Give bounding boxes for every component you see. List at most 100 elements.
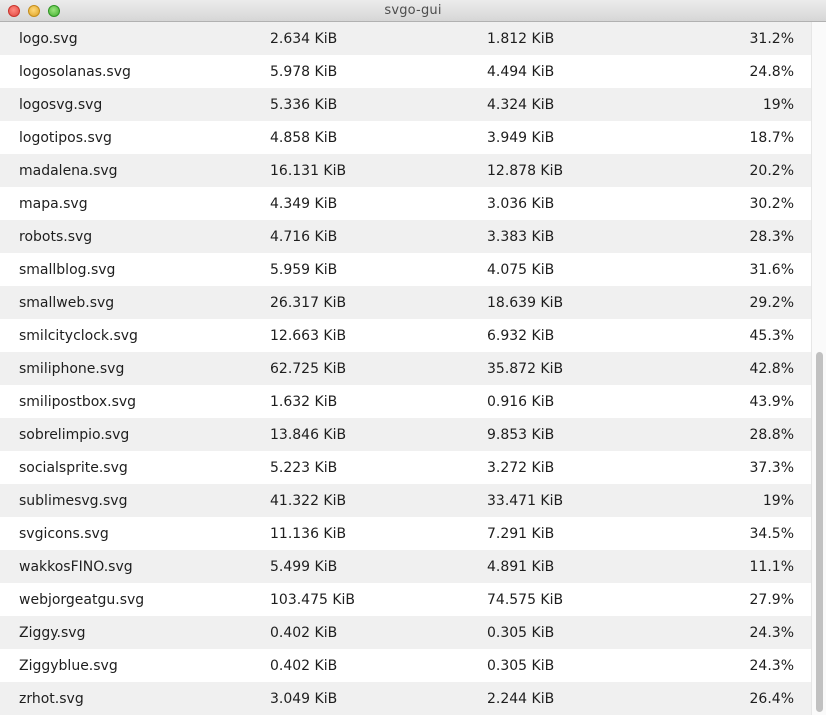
original-size-cell: 16.131 KiB [270, 162, 347, 179]
original-size-cell: 41.322 KiB [270, 492, 347, 509]
file-name-cell: smiliphone.svg [19, 360, 125, 377]
file-row[interactable]: zrhot.svg 3.049 KiB 2.244 KiB 26.4% [0, 682, 811, 715]
optimized-size-cell: 0.305 KiB [487, 657, 555, 674]
original-size-cell: 2.634 KiB [270, 30, 338, 47]
saving-percent-cell: 11.1% [749, 558, 794, 575]
original-size-cell: 1.632 KiB [270, 393, 338, 410]
original-size-cell: 11.136 KiB [270, 525, 347, 542]
file-row[interactable]: socialsprite.svg 5.223 KiB 3.272 KiB 37.3% [0, 451, 811, 484]
saving-percent-cell: 27.9% [749, 591, 794, 608]
original-size-cell: 5.336 KiB [270, 96, 338, 113]
zoom-button-icon[interactable] [48, 5, 60, 17]
original-size-cell: 5.223 KiB [270, 459, 338, 476]
original-size-cell: 4.858 KiB [270, 129, 338, 146]
saving-percent-cell: 37.3% [749, 459, 794, 476]
title-bar[interactable]: svgo-gui [0, 0, 826, 22]
optimized-size-cell: 1.812 KiB [487, 30, 555, 47]
file-row[interactable]: robots.svg 4.716 KiB 3.383 KiB 28.3% [0, 220, 811, 253]
optimized-size-cell: 4.494 KiB [487, 63, 555, 80]
file-row[interactable]: wakkosFINO.svg 5.499 KiB 4.891 KiB 11.1% [0, 550, 811, 583]
file-name-cell: smallweb.svg [19, 294, 115, 311]
original-size-cell: 4.349 KiB [270, 195, 338, 212]
saving-percent-cell: 28.3% [749, 228, 794, 245]
optimized-size-cell: 35.872 KiB [487, 360, 564, 377]
optimized-size-cell: 4.324 KiB [487, 96, 555, 113]
file-name-cell: webjorgeatgu.svg [19, 591, 145, 608]
original-size-cell: 0.402 KiB [270, 624, 338, 641]
file-list[interactable]: logo.svg 2.634 KiB 1.812 KiB 31.2% logosolan… [0, 22, 811, 715]
file-name-cell: robots.svg [19, 228, 93, 245]
file-row[interactable]: webjorgeatgu.svg 103.475 KiB 74.575 KiB 27.… [0, 583, 811, 616]
saving-percent-cell: 42.8% [749, 360, 794, 377]
file-name-cell: logo.svg [19, 30, 78, 47]
file-name-cell: sublimesvg.svg [19, 492, 128, 509]
file-name-cell: socialsprite.svg [19, 459, 128, 476]
saving-percent-cell: 31.2% [749, 30, 794, 47]
minimize-button-icon[interactable] [28, 5, 40, 17]
file-row[interactable]: madalena.svg 16.131 KiB 12.878 KiB 20.2% [0, 154, 811, 187]
vertical-scrollbar[interactable] [811, 22, 826, 715]
file-name-cell: zrhot.svg [19, 690, 84, 707]
optimized-size-cell: 18.639 KiB [487, 294, 564, 311]
file-row[interactable]: mapa.svg 4.349 KiB 3.036 KiB 30.2% [0, 187, 811, 220]
saving-percent-cell: 43.9% [749, 393, 794, 410]
file-row[interactable]: sobrelimpio.svg 13.846 KiB 9.853 KiB 28.8% [0, 418, 811, 451]
saving-percent-cell: 20.2% [749, 162, 794, 179]
file-name-cell: svgicons.svg [19, 525, 109, 542]
original-size-cell: 0.402 KiB [270, 657, 338, 674]
file-row[interactable]: logo.svg 2.634 KiB 1.812 KiB 31.2% [0, 22, 811, 55]
file-row[interactable]: sublimesvg.svg 41.322 KiB 33.471 KiB 19% [0, 484, 811, 517]
file-name-cell: logosvg.svg [19, 96, 103, 113]
optimized-size-cell: 12.878 KiB [487, 162, 564, 179]
file-row[interactable]: svgicons.svg 11.136 KiB 7.291 KiB 34.5% [0, 517, 811, 550]
saving-percent-cell: 30.2% [749, 195, 794, 212]
original-size-cell: 5.978 KiB [270, 63, 338, 80]
optimized-size-cell: 9.853 KiB [487, 426, 555, 443]
saving-percent-cell: 45.3% [749, 327, 794, 344]
optimized-size-cell: 2.244 KiB [487, 690, 555, 707]
close-button-icon[interactable] [8, 5, 20, 17]
file-name-cell: Ziggy.svg [19, 624, 86, 641]
file-row[interactable]: logosolanas.svg 5.978 KiB 4.494 KiB 24.8% [0, 55, 811, 88]
file-row[interactable]: smilcityclock.svg 12.663 KiB 6.932 KiB 45.3… [0, 319, 811, 352]
file-name-cell: madalena.svg [19, 162, 118, 179]
file-name-cell: logosolanas.svg [19, 63, 131, 80]
optimized-size-cell: 4.891 KiB [487, 558, 555, 575]
file-row[interactable]: smiliphone.svg 62.725 KiB 35.872 KiB 42.8% [0, 352, 811, 385]
optimized-size-cell: 74.575 KiB [487, 591, 564, 608]
saving-percent-cell: 34.5% [749, 525, 794, 542]
optimized-size-cell: 3.949 KiB [487, 129, 555, 146]
file-row[interactable]: logosvg.svg 5.336 KiB 4.324 KiB 19% [0, 88, 811, 121]
file-name-cell: smallblog.svg [19, 261, 116, 278]
file-row[interactable]: smallweb.svg 26.317 KiB 18.639 KiB 29.2% [0, 286, 811, 319]
file-row[interactable]: Ziggy.svg 0.402 KiB 0.305 KiB 24.3% [0, 616, 811, 649]
file-row[interactable]: logotipos.svg 4.858 KiB 3.949 KiB 18.7% [0, 121, 811, 154]
optimized-size-cell: 4.075 KiB [487, 261, 555, 278]
saving-percent-cell: 26.4% [749, 690, 794, 707]
optimized-size-cell: 3.272 KiB [487, 459, 555, 476]
file-row[interactable]: smallblog.svg 5.959 KiB 4.075 KiB 31.6% [0, 253, 811, 286]
file-name-cell: logotipos.svg [19, 129, 112, 146]
file-name-cell: wakkosFINO.svg [19, 558, 133, 575]
scrollbar-thumb[interactable] [816, 352, 823, 712]
saving-percent-cell: 24.8% [749, 63, 794, 80]
optimized-size-cell: 6.932 KiB [487, 327, 555, 344]
original-size-cell: 12.663 KiB [270, 327, 347, 344]
saving-percent-cell: 28.8% [749, 426, 794, 443]
file-name-cell: Ziggyblue.svg [19, 657, 118, 674]
optimized-size-cell: 7.291 KiB [487, 525, 555, 542]
file-name-cell: smilipostbox.svg [19, 393, 137, 410]
file-row[interactable]: smilipostbox.svg 1.632 KiB 0.916 KiB 43.9% [0, 385, 811, 418]
optimized-size-cell: 0.305 KiB [487, 624, 555, 641]
saving-percent-cell: 24.3% [749, 657, 794, 674]
optimized-size-cell: 3.383 KiB [487, 228, 555, 245]
optimized-size-cell: 33.471 KiB [487, 492, 564, 509]
original-size-cell: 62.725 KiB [270, 360, 347, 377]
file-row[interactable]: Ziggyblue.svg 0.402 KiB 0.305 KiB 24.3% [0, 649, 811, 682]
original-size-cell: 13.846 KiB [270, 426, 347, 443]
saving-percent-cell: 29.2% [749, 294, 794, 311]
optimized-size-cell: 0.916 KiB [487, 393, 555, 410]
original-size-cell: 5.499 KiB [270, 558, 338, 575]
optimized-size-cell: 3.036 KiB [487, 195, 555, 212]
